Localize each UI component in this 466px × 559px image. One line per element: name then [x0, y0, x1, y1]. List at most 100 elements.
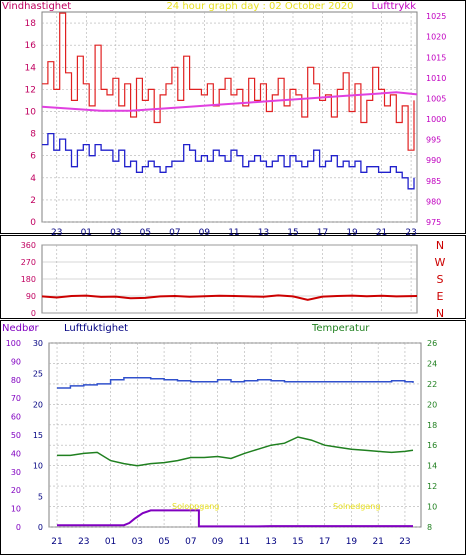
bottom-x-tick-label: 21 [372, 537, 383, 547]
humidity-tick-label: 15 [33, 431, 43, 440]
rain-label: Nedbør [2, 323, 39, 334]
top-y2-axis-ticks: 975 980 985 990 995 1000 1005 1010 1015 1020 1025 [426, 12, 446, 227]
rain-series-line [57, 509, 413, 528]
rain-tick-label: 60 [11, 413, 21, 422]
humidity-tick-label: 0 [38, 523, 43, 532]
top-y-tick-label: 12 [25, 85, 36, 95]
top-x-tick-label: 19 [346, 228, 358, 238]
top-y2-tick-label: 1015 [426, 53, 446, 62]
bottom-x-tick-label: 09 [212, 537, 224, 547]
top-y2-tick-label: 1025 [426, 12, 446, 21]
top-x-tick-label: 03 [110, 228, 121, 238]
top-y2-tick-label: 990 [426, 156, 441, 165]
top-y-tick-label: 18 [25, 19, 37, 29]
top-x-tick-label: 01 [81, 228, 92, 238]
rain-tick-label: 100 [6, 339, 21, 348]
rain-tick-label: 90 [11, 357, 21, 366]
top-y-axis-ticks: 0 2 4 6 8 10 12 14 16 18 [25, 19, 37, 228]
direction-letter: N [436, 239, 444, 252]
bottom-x-tick-label: 07 [185, 537, 196, 547]
top-y2-tick-label: 1000 [426, 115, 446, 124]
humidity-tick-label: 10 [33, 462, 43, 471]
top-y-tick-label: 0 [30, 218, 36, 228]
top-y2-tick-label: 1005 [426, 94, 446, 103]
direction-letter: S [437, 273, 444, 286]
bottom-x-tick-label: 13 [265, 537, 276, 547]
top-x-tick-label: 17 [317, 228, 328, 238]
bottom-series [57, 377, 414, 528]
humidity-tick-label: 20 [33, 400, 43, 409]
top-panel: 0 2 4 6 8 10 12 14 16 18 975 980 985 990 995 1000 1005 1… [0, 0, 466, 238]
pressure-series-line [41, 91, 418, 112]
top-x-tick-label: 21 [376, 228, 387, 238]
top-series [41, 12, 418, 190]
temperature-tick-label: 26 [427, 339, 437, 348]
humidity-tick-label: 25 [33, 370, 43, 379]
top-y-tick-label: 10 [25, 107, 37, 117]
rain-tick-label: 10 [11, 505, 21, 514]
temperature-tick-label: 14 [427, 462, 437, 471]
rain-axis-ticks: 0 10 20 30 40 50 60 70 80 90 100 [6, 339, 21, 532]
direction-letter: W [435, 256, 446, 269]
bottom-x-tick-label: 17 [319, 537, 330, 547]
rain-tick-label: 0 [16, 523, 21, 532]
temperature-tick-label: 12 [427, 482, 437, 491]
mid-y-axis-ticks: 0 90 180 270 360 [21, 241, 36, 318]
top-y2-tick-label: 995 [426, 136, 441, 145]
mid-y-tick-label: 90 [26, 292, 36, 301]
bottom-x-tick-label: 23 [399, 537, 410, 547]
sunrise-label: Soloppgang [172, 502, 219, 511]
top-grid [42, 12, 417, 223]
temperature-label: Temperatur [311, 323, 370, 334]
bottom-x-tick-label: 19 [346, 537, 358, 547]
top-x-tick-label: 13 [258, 228, 269, 238]
bottom-x-tick-label: 11 [239, 537, 250, 547]
top-x-tick-label: 07 [169, 228, 180, 238]
top-y2-tick-label: 1010 [426, 74, 446, 83]
gust-series-line [42, 12, 415, 151]
rain-tick-label: 20 [11, 486, 21, 495]
top-x-tick-label: 15 [287, 228, 298, 238]
bottom-x-tick-label: 03 [132, 537, 143, 547]
top-y-tick-label: 4 [30, 174, 36, 184]
top-y-tick-label: 8 [30, 130, 36, 140]
temperature-tick-label: 10 [427, 503, 437, 512]
humidity-series-line [57, 377, 414, 389]
wind-direction-line [41, 294, 418, 301]
top-y2-tick-label: 985 [426, 177, 441, 186]
bottom-x-tick-label: 21 [51, 537, 62, 547]
rain-tick-label: 40 [11, 449, 21, 458]
top-x-axis-ticks: 23 01 03 05 07 09 11 13 15 17 19 21 23 [51, 228, 417, 238]
pressure-label: Lufttrykk [371, 1, 416, 12]
humidity-label: Luftfuktighet [64, 323, 128, 334]
temperature-tick-label: 20 [427, 400, 437, 409]
humidity-tick-label: 5 [38, 492, 43, 501]
rain-tick-label: 30 [11, 468, 21, 477]
top-x-tick-label: 11 [228, 228, 239, 238]
humidity-tick-label: 30 [33, 339, 43, 348]
top-x-tick-label: 23 [405, 228, 416, 238]
rain-tick-label: 80 [11, 376, 21, 385]
temperature-tick-label: 18 [427, 421, 437, 430]
top-x-tick-label: 09 [199, 228, 211, 238]
top-plot-area [41, 11, 418, 223]
bottom-x-tick-label: 01 [105, 537, 116, 547]
sunset-label: Solnedgang [333, 502, 380, 511]
mid-y-tick-label: 270 [21, 258, 36, 267]
temperature-tick-label: 8 [427, 523, 432, 532]
mid-y-tick-label: 180 [21, 275, 36, 284]
bottom-x-axis-ticks: 21 23 01 03 05 07 09 11 13 15 17 19 21 23 [51, 537, 410, 547]
bottom-plot-area [48, 342, 422, 528]
top-y2-tick-label: 980 [426, 197, 441, 206]
rain-tick-label: 70 [11, 394, 21, 403]
bottom-x-tick-label: 05 [158, 537, 169, 547]
rain-tick-label: 50 [11, 431, 21, 440]
top-y2-tick-label: 975 [426, 218, 441, 227]
mid-series [41, 294, 418, 301]
top-y-tick-label: 14 [25, 63, 37, 73]
